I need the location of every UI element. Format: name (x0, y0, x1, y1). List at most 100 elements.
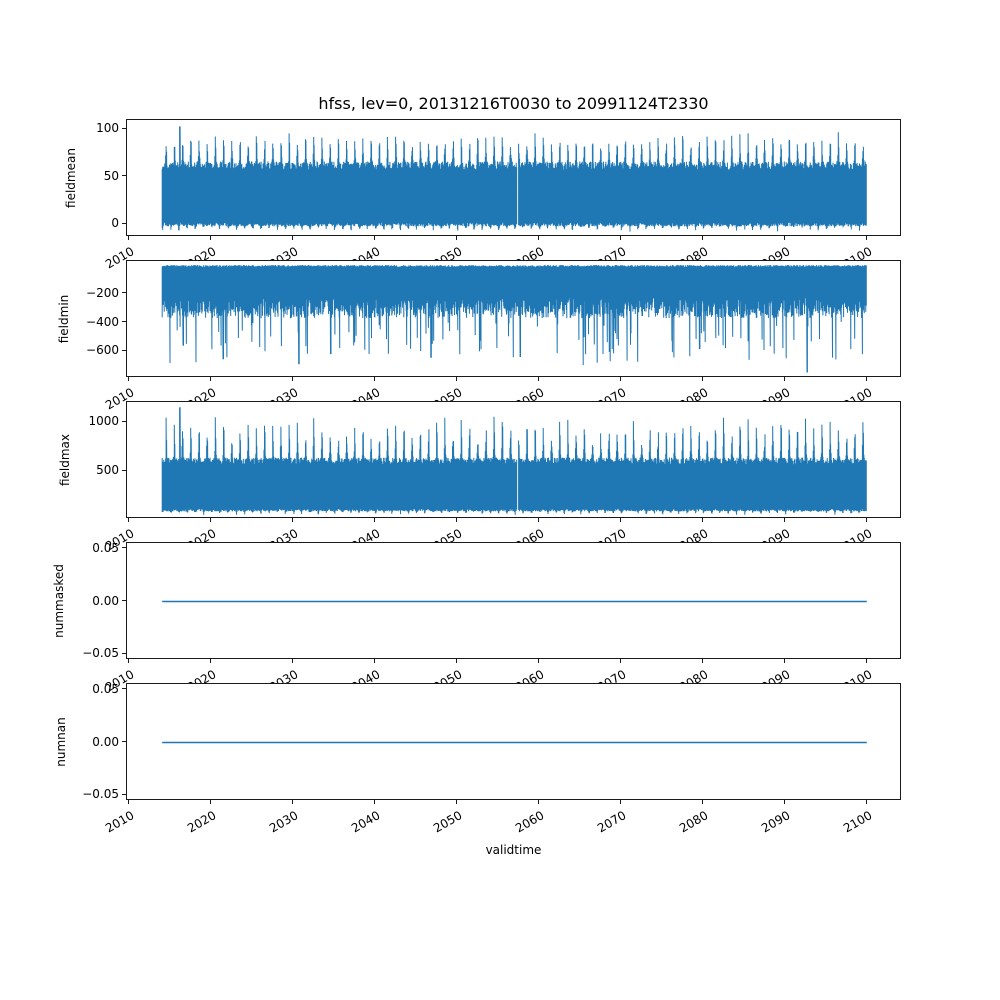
x-tick-mark (620, 236, 622, 240)
x-tick-mark (538, 800, 540, 804)
series-path-fieldmean (161, 126, 867, 232)
y-tick-label: 0.00 (92, 593, 119, 608)
x-tick-mark (210, 377, 212, 381)
series-path-fieldmax (161, 407, 867, 515)
y-tick-label: 50 (103, 168, 119, 183)
x-tick-mark (702, 236, 704, 240)
x-tick-mark (866, 236, 868, 240)
x-tick-mark (128, 377, 130, 381)
subplot-nummasked-box (126, 542, 901, 659)
x-tick-mark (866, 518, 868, 522)
x-tick-mark (538, 659, 540, 663)
x-tick-label: 2090 (758, 808, 793, 836)
x-tick-mark (292, 800, 294, 804)
subplot-fieldmean-box (126, 119, 901, 236)
y-tick-mark (122, 222, 126, 224)
x-tick-mark (374, 659, 376, 663)
x-tick-mark (292, 377, 294, 381)
series-path-fieldmin (161, 264, 867, 373)
x-tick-mark (210, 518, 212, 522)
x-tick-mark (784, 518, 786, 522)
x-tick-mark (128, 800, 130, 804)
x-tick-mark (210, 800, 212, 804)
y-tick-mark (122, 321, 126, 323)
x-tick-mark (210, 659, 212, 663)
x-tick-mark (866, 800, 868, 804)
y-tick-mark (122, 547, 126, 549)
x-tick-mark (292, 518, 294, 522)
subplot-fieldmax-box (126, 401, 901, 518)
x-tick-mark (128, 236, 130, 240)
y-tick-mark (122, 420, 126, 422)
x-tick-mark (374, 377, 376, 381)
y-tick-label: 100 (96, 121, 119, 136)
y-tick-mark (122, 600, 126, 601)
y-tick-label: −0.05 (82, 787, 119, 802)
y-tick-mark (122, 349, 126, 351)
x-tick-label: 2050 (430, 808, 465, 836)
x-tick-mark (128, 659, 130, 663)
subplot-numnan-box (126, 683, 901, 800)
x-axis-label: validtime (485, 843, 542, 857)
y-tick-label: −400 (86, 314, 119, 329)
x-tick-mark (456, 800, 458, 804)
x-tick-mark (620, 800, 622, 804)
x-tick-mark (538, 377, 540, 381)
y-tick-label: −600 (86, 343, 119, 358)
x-tick-mark (784, 800, 786, 804)
x-tick-mark (620, 377, 622, 381)
x-tick-mark (538, 518, 540, 522)
y-tick-label: 0 (111, 216, 119, 230)
x-tick-label: 2080 (676, 808, 711, 836)
x-tick-mark (620, 659, 622, 663)
x-tick-mark (702, 377, 704, 381)
x-tick-label: 2100 (840, 808, 875, 836)
x-tick-label: 2060 (512, 808, 547, 836)
y-tick-mark (122, 741, 126, 742)
x-tick-mark (866, 659, 868, 663)
y-tick-mark (122, 793, 126, 795)
chart-title: hfss, lev=0, 20131216T0030 to 20991124T2… (318, 94, 709, 113)
y-tick-mark (122, 652, 126, 654)
y-tick-label: −0.05 (82, 646, 119, 661)
x-tick-mark (456, 377, 458, 381)
y-tick-label: 0.05 (92, 540, 119, 555)
x-tick-mark (128, 518, 130, 522)
x-tick-mark (538, 236, 540, 240)
y-tick-mark (122, 127, 126, 129)
y-tick-label: 0.00 (92, 734, 119, 749)
y-tick-label: −200 (86, 285, 119, 300)
x-tick-mark (374, 518, 376, 522)
x-tick-mark (374, 800, 376, 804)
y-axis-label-fieldmax: fieldmax (58, 433, 72, 486)
y-tick-mark (122, 469, 126, 471)
x-tick-label: 2030 (266, 808, 301, 836)
x-tick-mark (292, 236, 294, 240)
x-tick-label: 2010 (102, 808, 137, 836)
x-tick-mark (456, 236, 458, 240)
x-tick-mark (702, 659, 704, 663)
x-tick-mark (784, 659, 786, 663)
x-tick-mark (456, 659, 458, 663)
x-tick-label: 2020 (184, 808, 219, 836)
x-tick-mark (374, 236, 376, 240)
x-tick-label: 2070 (594, 808, 629, 836)
y-tick-mark (122, 292, 126, 294)
x-tick-mark (620, 518, 622, 522)
x-tick-mark (784, 377, 786, 381)
y-tick-mark (122, 175, 126, 177)
y-tick-mark (122, 688, 126, 690)
subplot-fieldmin-box (126, 260, 901, 377)
x-tick-label: 2040 (348, 808, 383, 836)
x-tick-mark (292, 659, 294, 663)
x-tick-mark (702, 800, 704, 804)
x-tick-mark (702, 518, 704, 522)
y-tick-label: 0.05 (92, 681, 119, 696)
x-tick-mark (784, 236, 786, 240)
y-tick-label: 500 (96, 463, 119, 478)
x-tick-mark (210, 236, 212, 240)
y-tick-label: 1000 (88, 414, 119, 429)
x-tick-mark (456, 518, 458, 522)
x-tick-mark (866, 377, 868, 381)
